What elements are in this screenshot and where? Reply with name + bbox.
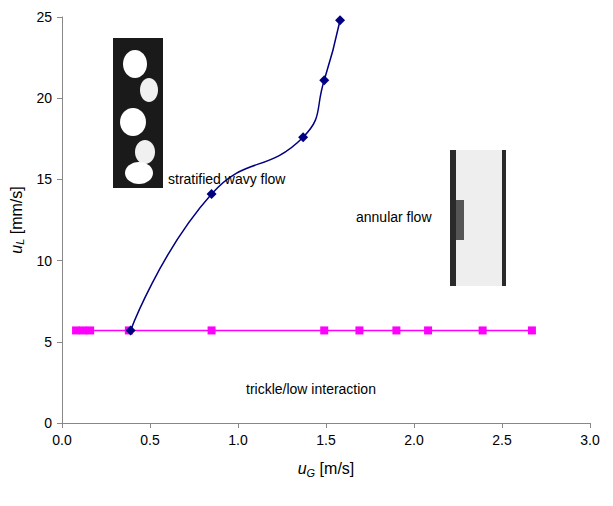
svg-text:1.0: 1.0	[228, 432, 248, 448]
svg-text:trickle/low interaction: trickle/low interaction	[246, 381, 376, 397]
svg-text:annular flow: annular flow	[356, 209, 432, 225]
svg-text:0: 0	[44, 415, 52, 431]
svg-text:3.0: 3.0	[580, 432, 600, 448]
svg-text:5: 5	[44, 334, 52, 350]
svg-text:20: 20	[36, 90, 52, 106]
svg-text:stratified wavy flow: stratified wavy flow	[168, 171, 286, 187]
svg-text:0.0: 0.0	[52, 432, 72, 448]
svg-text:u: u	[298, 460, 307, 477]
svg-text:L: L	[14, 238, 26, 245]
svg-text:u: u	[8, 245, 25, 254]
svg-text:[mm/s]: [mm/s]	[8, 186, 25, 238]
svg-text:[m/s]: [m/s]	[315, 460, 354, 477]
svg-text:G: G	[306, 466, 316, 479]
svg-text:15: 15	[36, 171, 52, 187]
svg-text:25: 25	[36, 9, 52, 25]
svg-text:0.5: 0.5	[140, 432, 160, 448]
svg-text:2.0: 2.0	[404, 432, 424, 448]
svg-text:10: 10	[36, 253, 52, 269]
svg-text:1.5: 1.5	[316, 432, 336, 448]
svg-text:2.5: 2.5	[492, 432, 512, 448]
